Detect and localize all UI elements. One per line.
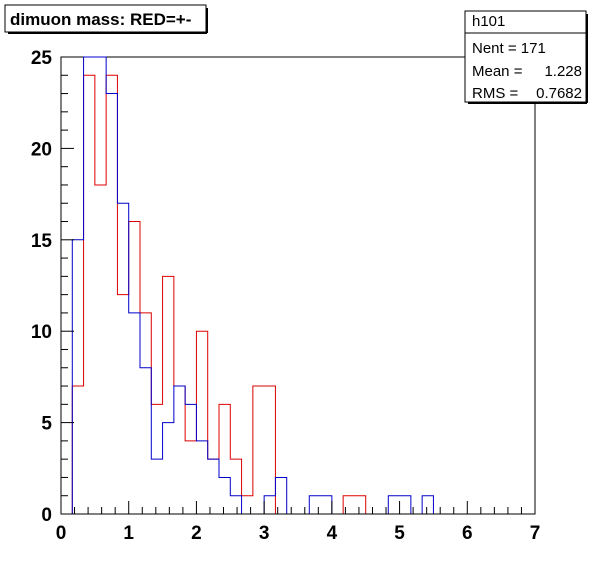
plot-frame: [60, 56, 536, 515]
stats-box: h101 Nent = 171 Mean = 1.228 RMS = 0.768…: [464, 10, 588, 104]
stats-rms-label: RMS =: [472, 85, 519, 102]
x-tick-label: 1: [123, 523, 134, 544]
y-tick-label: 15: [31, 231, 53, 252]
stats-mean-label: Mean =: [472, 63, 523, 80]
y-tick-label: 0: [41, 505, 52, 526]
histogram-series: [71, 56, 535, 515]
y-tick-label: 5: [41, 414, 52, 435]
x-ticks: 0 1 2 3 4 5 6 7: [56, 501, 541, 544]
y-tick-label: 20: [31, 139, 52, 160]
title-box: dimuon mass: RED=+-: [4, 4, 208, 34]
x-tick-label: 5: [394, 523, 405, 544]
x-tick-label: 6: [462, 523, 473, 544]
x-tick-label: 2: [191, 523, 202, 544]
x-tick-label: 7: [530, 523, 541, 544]
x-tick-label: 0: [56, 523, 67, 544]
x-tick-label: 3: [259, 523, 270, 544]
y-tick-label: 25: [31, 48, 53, 69]
y-ticks: 0 5 10 15 20 25: [31, 48, 74, 526]
histogram-series-1: [71, 74, 535, 515]
histogram-series-2: [71, 56, 535, 515]
x-tick-label: 4: [327, 523, 338, 544]
stats-name: h101: [472, 13, 505, 30]
stats-entries: Nent = 171: [472, 40, 546, 57]
stats-rms-value: 0.7682: [536, 85, 582, 102]
axes: [60, 57, 535, 515]
stats-mean-value: 1.228: [544, 63, 582, 80]
chart-title: dimuon mass: RED=+-: [10, 10, 191, 29]
y-tick-label: 10: [31, 322, 52, 343]
